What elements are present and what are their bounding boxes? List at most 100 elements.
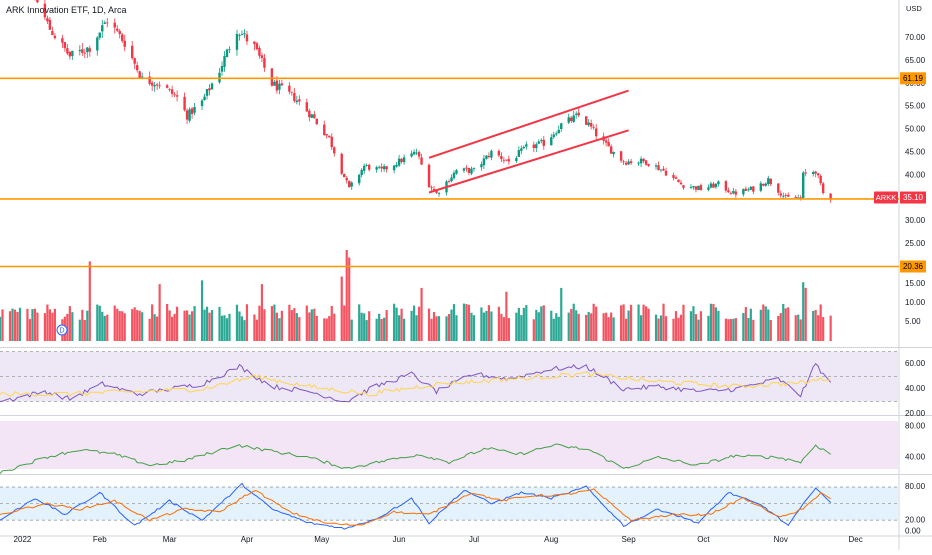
volume-bar bbox=[625, 318, 628, 341]
volume-bars bbox=[0, 250, 832, 341]
volume-bar bbox=[106, 314, 109, 341]
volume-bar bbox=[68, 306, 71, 341]
price-tick-label: 65.00 bbox=[905, 56, 926, 65]
volume-bar bbox=[692, 306, 695, 341]
candle-body bbox=[777, 183, 780, 193]
volume-bar bbox=[31, 309, 34, 341]
candle-body bbox=[607, 142, 610, 147]
candle-body bbox=[330, 136, 333, 148]
volume-bar bbox=[235, 304, 239, 341]
volume-bar bbox=[270, 306, 273, 341]
price-tick-label: 70.00 bbox=[905, 33, 926, 42]
volume-bar bbox=[410, 310, 413, 341]
candle-body bbox=[360, 169, 363, 175]
volume-bar bbox=[253, 314, 256, 341]
candle-body bbox=[677, 179, 680, 183]
candle-body bbox=[382, 166, 386, 170]
candles bbox=[34, 0, 832, 203]
candle-body bbox=[71, 50, 74, 57]
volume-bar bbox=[13, 309, 17, 341]
candle-body bbox=[310, 114, 314, 118]
candle-body bbox=[487, 155, 491, 158]
volume-bar bbox=[829, 315, 832, 341]
volume-bar bbox=[343, 305, 346, 341]
price-tick-label: 50.00 bbox=[905, 125, 926, 134]
volume-bar bbox=[225, 318, 229, 341]
volume-bar bbox=[542, 305, 545, 341]
candle-body bbox=[200, 100, 204, 106]
candle-body bbox=[762, 183, 765, 186]
candle-body bbox=[255, 43, 259, 50]
candle-body bbox=[138, 71, 141, 78]
candle-body bbox=[644, 160, 648, 165]
volume-bar bbox=[515, 312, 518, 341]
volume-bar bbox=[612, 317, 615, 341]
candle-body bbox=[36, 0, 39, 3]
volume-bar bbox=[682, 304, 685, 341]
volume-bar bbox=[0, 316, 2, 341]
volume-bar bbox=[724, 318, 727, 341]
volume-bar bbox=[782, 304, 785, 341]
volume-bar bbox=[435, 316, 438, 341]
candle-body bbox=[290, 91, 294, 93]
candle-body bbox=[664, 170, 668, 176]
candle-body bbox=[325, 134, 328, 136]
candle-body bbox=[639, 158, 643, 164]
volume-bar bbox=[173, 313, 176, 341]
volume-bar bbox=[590, 313, 593, 341]
candle-body bbox=[430, 187, 433, 189]
candle-body bbox=[193, 106, 196, 113]
stochastic-line-d bbox=[0, 488, 831, 526]
volume-bar bbox=[53, 308, 56, 341]
volume-bar bbox=[113, 305, 116, 341]
candle-body bbox=[497, 150, 501, 156]
volume-bar bbox=[415, 315, 418, 341]
volume-bar bbox=[455, 315, 458, 341]
volume-bar bbox=[380, 318, 383, 341]
candle-body bbox=[228, 49, 231, 51]
candle-body bbox=[764, 183, 767, 186]
level-label: 61.19 bbox=[903, 74, 924, 83]
candle-body bbox=[699, 185, 703, 191]
volume-bar bbox=[403, 318, 406, 341]
time-tick-label: May bbox=[314, 535, 329, 544]
volume-bar bbox=[659, 315, 663, 341]
candle-body bbox=[455, 170, 458, 174]
volume-bar bbox=[263, 309, 266, 341]
candle-body bbox=[724, 181, 728, 191]
volume-bar bbox=[817, 315, 820, 341]
volume-bar bbox=[393, 303, 396, 341]
candle-body bbox=[43, 3, 47, 18]
candle-body bbox=[53, 35, 57, 39]
candle-body bbox=[323, 124, 326, 136]
volume-bar bbox=[714, 307, 718, 341]
volume-bar bbox=[752, 319, 755, 341]
volume-bar bbox=[156, 316, 159, 341]
volume-bar bbox=[288, 304, 291, 341]
price-tick-label: 15.00 bbox=[905, 279, 926, 288]
candle-body bbox=[51, 30, 54, 36]
candle-body bbox=[659, 169, 663, 171]
volume-bar bbox=[747, 317, 750, 341]
candle-body bbox=[821, 183, 825, 193]
volume-bar bbox=[507, 318, 510, 341]
candle-body bbox=[208, 88, 211, 91]
candle-body bbox=[63, 42, 67, 49]
candle-body bbox=[714, 183, 718, 188]
volume-bar bbox=[168, 310, 171, 341]
candle-body bbox=[742, 189, 745, 195]
volume-bar bbox=[784, 308, 787, 341]
volume-bar bbox=[437, 316, 441, 341]
candle-body bbox=[647, 163, 650, 166]
volume-bar bbox=[525, 305, 528, 341]
candle-body bbox=[240, 34, 244, 35]
price-tick-label: 10.00 bbox=[905, 298, 926, 307]
candle-body bbox=[522, 146, 526, 148]
volume-bar bbox=[520, 315, 523, 341]
candle-body bbox=[485, 155, 488, 159]
candle-body bbox=[462, 168, 466, 171]
volume-bar bbox=[360, 312, 363, 341]
candle-body bbox=[572, 115, 575, 122]
volume-bar bbox=[657, 318, 660, 341]
